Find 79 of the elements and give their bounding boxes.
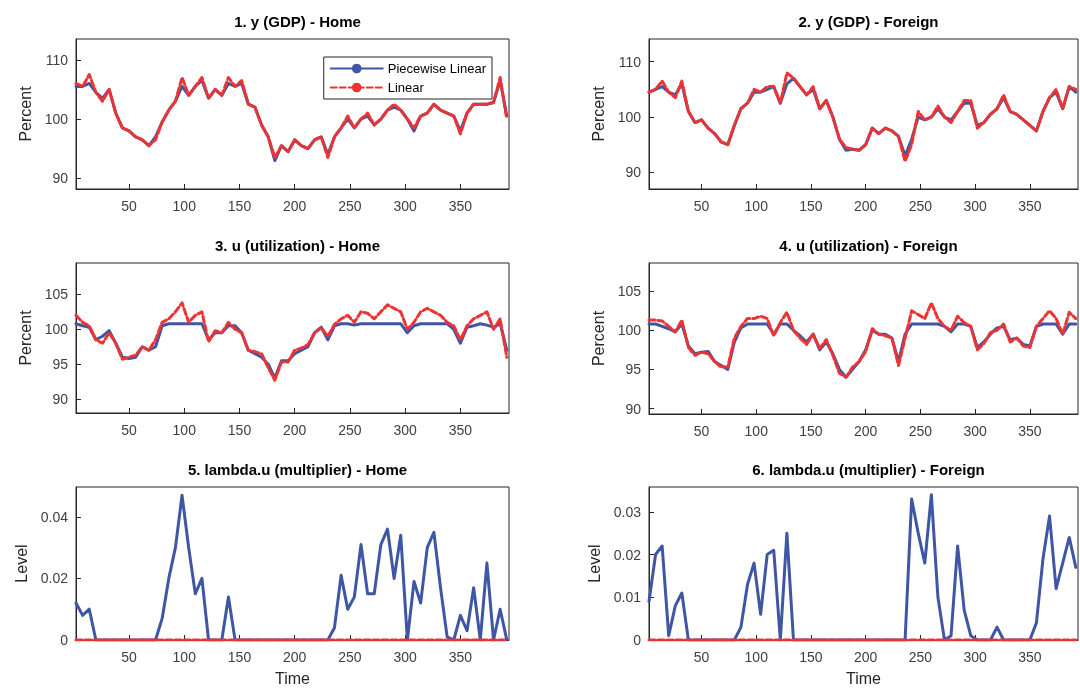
x-tick-label: 50 — [121, 422, 138, 438]
x-axis-title: Time — [846, 669, 882, 687]
x-tick-label: 100 — [172, 198, 197, 214]
y-tick-label: 0.02 — [613, 546, 642, 563]
x-tick-label: 300 — [393, 198, 418, 214]
chart-title: 3. u (utilization) - Home — [215, 237, 380, 254]
x-tick-label: 200 — [283, 198, 307, 214]
chart-title: 2. y (GDP) - Foreign — [798, 13, 939, 30]
y-tick-label: 100 — [44, 111, 69, 128]
x-tick-label: 50 — [121, 649, 138, 665]
x-tick-label: 350 — [1018, 198, 1042, 214]
y-tick-label: 95 — [625, 361, 642, 378]
y-axis-title: Percent — [590, 310, 608, 367]
y-tick-label: 0 — [60, 632, 69, 648]
x-tick-label: 100 — [744, 198, 769, 214]
y-axis-title: Level — [13, 544, 31, 583]
x-tick-label: 250 — [338, 422, 362, 438]
y-axis-title: Percent — [17, 85, 35, 142]
x-tick-label: 100 — [744, 423, 769, 439]
x-tick-label: 350 — [1018, 423, 1042, 439]
x-tick-label: 200 — [854, 649, 878, 665]
x-tick-label: 250 — [338, 198, 362, 214]
y-tick-label: 105 — [617, 283, 642, 300]
x-tick-label: 350 — [1018, 649, 1042, 665]
chart-title: 4. u (utilization) - Foreign — [779, 237, 958, 254]
y-tick-label: 95 — [52, 356, 69, 373]
legend-label: Piecewise Linear — [387, 61, 487, 76]
chart-title: 5. lambda.u (multiplier) - Home — [187, 461, 408, 478]
y-axis-title: Level — [586, 544, 604, 583]
x-tick-label: 200 — [854, 198, 878, 214]
x-tick-label: 350 — [448, 649, 473, 665]
x-tick-label: 50 — [693, 423, 710, 439]
x-tick-label: 50 — [121, 198, 138, 214]
x-tick-label: 50 — [693, 198, 710, 214]
y-tick-label: 90 — [625, 400, 642, 417]
y-tick-label: 100 — [617, 322, 642, 339]
x-tick-label: 150 — [799, 198, 823, 214]
y-tick-label: 110 — [618, 53, 642, 70]
y-tick-label: 100 — [617, 109, 642, 126]
chart-title: 1. y (GDP) - Home — [234, 13, 361, 30]
legend-label: Linear — [387, 80, 425, 95]
x-axis-title: Time — [275, 669, 311, 687]
x-tick-label: 150 — [227, 198, 252, 214]
x-tick-label: 200 — [283, 422, 307, 438]
x-tick-label: 200 — [283, 649, 307, 665]
x-tick-label: 150 — [799, 649, 823, 665]
x-tick-label: 100 — [744, 649, 769, 665]
y-tick-label: 110 — [45, 51, 69, 68]
y-tick-label: 0.03 — [613, 503, 642, 520]
x-tick-label: 250 — [908, 423, 933, 439]
chart-title: 6. lambda.u (multiplier) - Foreign — [752, 461, 985, 478]
y-tick-label: 90 — [52, 170, 69, 187]
y-axis-title: Percent — [17, 309, 35, 366]
y-tick-label: 90 — [52, 391, 69, 408]
x-tick-label: 150 — [227, 649, 252, 665]
x-tick-label: 50 — [693, 649, 710, 665]
y-tick-label: 0 — [633, 632, 642, 648]
y-tick-label: 100 — [44, 321, 69, 338]
x-tick-label: 300 — [393, 649, 418, 665]
y-tick-label: 0.04 — [40, 508, 69, 525]
x-tick-label: 250 — [908, 198, 933, 214]
x-tick-label: 300 — [963, 423, 988, 439]
x-tick-label: 150 — [227, 422, 252, 438]
x-tick-label: 300 — [963, 649, 988, 665]
x-tick-label: 350 — [448, 198, 473, 214]
x-tick-label: 300 — [393, 422, 418, 438]
x-tick-label: 100 — [172, 422, 197, 438]
y-tick-label: 90 — [625, 164, 642, 181]
y-tick-label: 105 — [44, 286, 69, 303]
y-tick-label: 0.02 — [40, 570, 69, 587]
x-tick-label: 300 — [963, 198, 988, 214]
x-tick-label: 250 — [338, 649, 362, 665]
y-axis-title: Percent — [590, 85, 608, 142]
x-tick-label: 250 — [908, 649, 933, 665]
x-tick-label: 100 — [172, 649, 197, 665]
x-tick-label: 150 — [799, 423, 823, 439]
x-tick-label: 350 — [448, 422, 473, 438]
y-tick-label: 0.01 — [613, 589, 642, 606]
x-tick-label: 200 — [854, 423, 878, 439]
